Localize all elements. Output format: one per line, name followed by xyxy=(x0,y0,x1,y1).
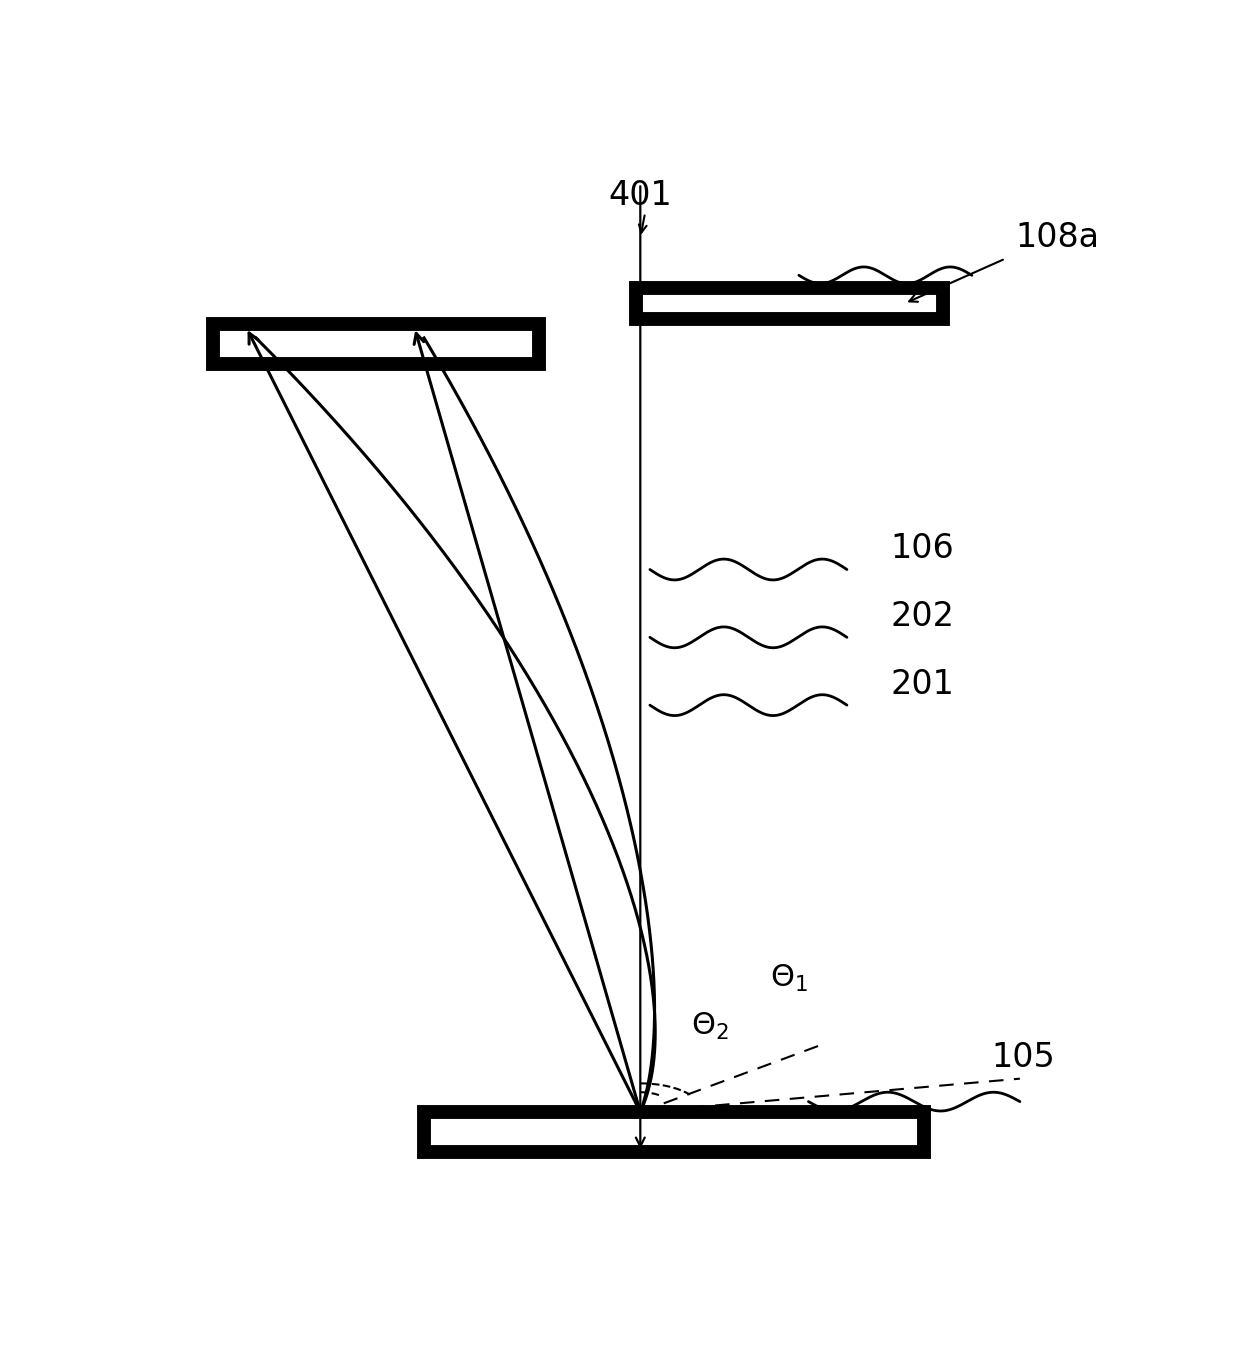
FancyBboxPatch shape xyxy=(213,324,539,364)
Text: $\Theta_1$: $\Theta_1$ xyxy=(770,963,808,995)
Text: 401: 401 xyxy=(609,179,672,213)
Text: 105: 105 xyxy=(991,1041,1055,1075)
Text: 108a: 108a xyxy=(1016,221,1099,255)
FancyBboxPatch shape xyxy=(424,1112,924,1152)
Text: 202: 202 xyxy=(890,600,954,633)
Text: $\Theta_2$: $\Theta_2$ xyxy=(691,1011,729,1042)
Text: 201: 201 xyxy=(890,668,954,701)
Text: 106: 106 xyxy=(890,533,954,565)
FancyBboxPatch shape xyxy=(635,287,942,320)
